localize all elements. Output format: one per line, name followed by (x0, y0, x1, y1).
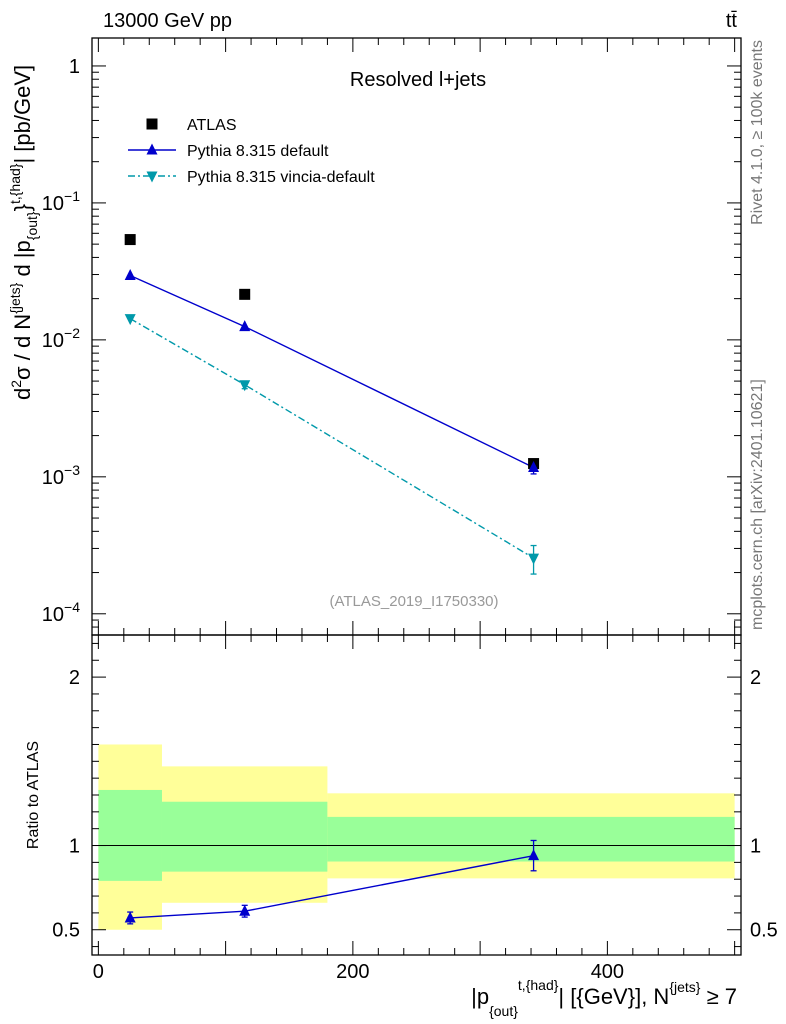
data-point-2 (124, 314, 136, 326)
legend-label: Pythia 8.315 vincia-default (187, 169, 375, 186)
data-point-0 (239, 288, 251, 300)
y-label-part: {out} (24, 211, 40, 240)
legend-marker (146, 118, 158, 130)
y-label-part: d (10, 388, 35, 400)
main-markers (124, 234, 540, 565)
y-tick-label: 10−1 (42, 188, 80, 215)
ratio-y-tick-label-right: 0.5 (750, 920, 778, 942)
y-label-part: t,{had} (7, 163, 23, 204)
ratio-bands (98, 744, 735, 930)
main-panel: Resolved l+jets (ATLAS_2019_I1750330) AT… (42, 37, 742, 636)
ratio-panel: 0.5 0.5 1 1 2 2 0 200 400 Ratio to ATLAS (25, 634, 778, 983)
process-label: tt̄ (726, 10, 738, 32)
ratio-y-tick-label: 1 (69, 836, 80, 858)
data-point-1 (239, 320, 251, 332)
x-label-part: ≥ 7 (700, 984, 737, 1009)
ratio-point (239, 904, 251, 916)
y-label-part: 2 (8, 380, 24, 388)
y-tick-label: 1 (69, 56, 80, 78)
legend-marker (146, 143, 158, 155)
x-tick-label: 200 (336, 961, 369, 983)
ratio-y-tick-label-right: 1 (750, 836, 761, 858)
y-tick-label: 10−2 (42, 325, 80, 352)
x-label-part: {jets} (669, 979, 700, 995)
data-point-0 (124, 234, 136, 246)
ratio-point (528, 849, 540, 861)
y-axis-label: d2σ / d N{jets} d |p{out}}t,{had}| [pb/G… (7, 65, 40, 400)
rivet-label: Rivet 4.1.0, ≥ 100k events (749, 40, 766, 225)
data-point-1 (124, 269, 136, 281)
x-label-part: | [{GeV}], N (558, 984, 669, 1009)
y-label-part: {jets} (7, 282, 23, 313)
energy-label: 13000 GeV pp (103, 10, 232, 32)
ratio-y-tick-label-right: 2 (750, 667, 761, 689)
ratio-axes (91, 634, 742, 956)
y-label-part: σ / d N (10, 314, 35, 380)
data-point-2 (239, 380, 251, 392)
ratio-series (124, 839, 540, 925)
y-label-part: | [pb/GeV] (10, 65, 35, 164)
mcplots-label: mcplots.cern.ch [arXiv:2401.10621] (749, 379, 766, 630)
main-y-tick-labels: 1 10−1 10−2 10−3 10−4 (42, 56, 80, 626)
ratio-y-label: Ratio to ATLAS (25, 741, 42, 849)
ratio-point (124, 911, 136, 923)
ratio-y-tick-labels: 0.5 0.5 1 1 2 2 (52, 667, 778, 942)
ratio-x-tick-labels: 0 200 400 (93, 961, 624, 983)
y-tick-label: 10−4 (42, 599, 80, 626)
series-line-2 (129, 317, 534, 559)
x-label-part: {out} (489, 1003, 518, 1019)
uncertainty-band-inner (161, 801, 328, 872)
legend: ATLAS Pythia 8.315 default Pythia 8.315 vi… (128, 117, 375, 186)
series-line-1 (129, 274, 534, 469)
ratio-y-tick-label: 0.5 (52, 920, 80, 942)
analysis-tag: (ATLAS_2019_I1750330) (329, 593, 498, 610)
legend-label: ATLAS (187, 117, 237, 134)
chart-title: Resolved l+jets (350, 69, 486, 91)
y-tick-label: 10−3 (42, 462, 80, 489)
data-point-1 (528, 460, 540, 472)
ratio-y-tick-label: 2 (69, 667, 80, 689)
x-tick-label: 400 (591, 961, 624, 983)
legend-marker (146, 171, 158, 183)
x-axis-label: |p{out}t,{had}| [{GeV}], N{jets} ≥ 7 (471, 977, 737, 1019)
x-label-part: t,{had} (518, 977, 559, 993)
uncertainty-band-inner (327, 816, 735, 862)
y-label-part: d |p (10, 240, 35, 282)
main-series-lines (129, 274, 534, 559)
y-label-part: } (10, 204, 35, 211)
legend-label: Pythia 8.315 default (187, 143, 329, 160)
x-label-part: |p (471, 984, 489, 1009)
x-tick-label: 0 (93, 961, 104, 983)
data-point-2 (528, 553, 540, 565)
uncertainty-band-inner (98, 789, 162, 881)
